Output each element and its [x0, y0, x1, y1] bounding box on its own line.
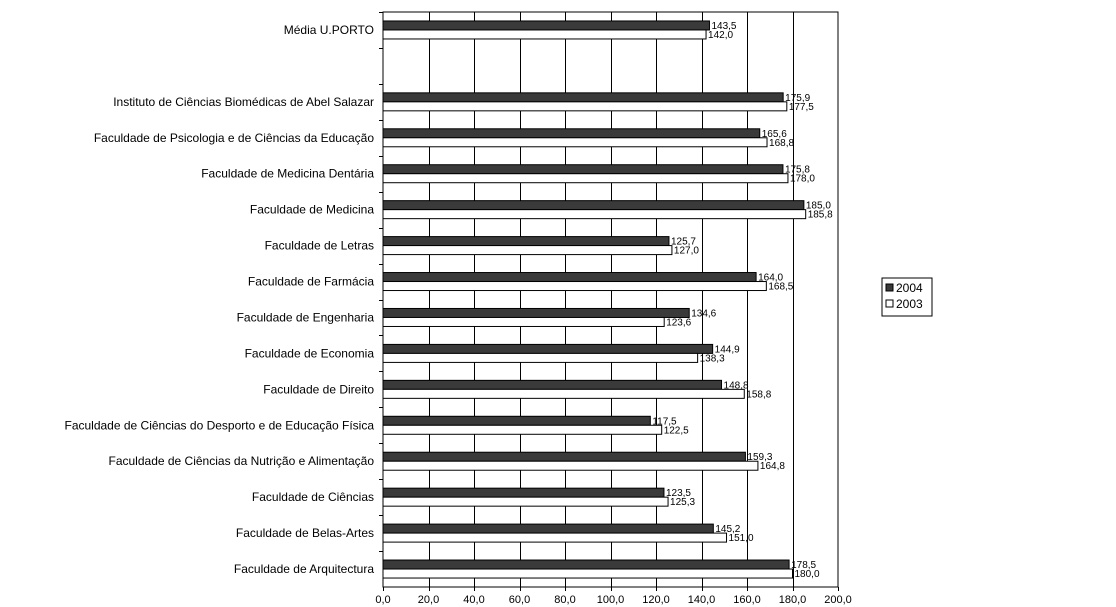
category-label: Faculdade de Direito	[263, 382, 374, 396]
bar-2004	[382, 128, 761, 139]
bar-2004	[382, 523, 714, 534]
x-tick-label: 20,0	[418, 594, 439, 606]
x-tick-label: 180,0	[779, 594, 807, 606]
bar-2004	[382, 559, 790, 570]
data-label-2003: 151,0	[729, 533, 754, 544]
bar-2003	[382, 460, 759, 471]
bar-2003	[382, 281, 767, 292]
data-label-2004: 144,9	[715, 344, 740, 355]
category-label: Faculdade de Arquitectura	[234, 562, 374, 576]
data-label-2003: 142,0	[708, 30, 733, 41]
bar-2003	[382, 568, 793, 579]
bar-2004	[382, 236, 670, 247]
data-label-2004: 164,0	[758, 273, 783, 284]
bar-2003	[382, 209, 807, 220]
category-label: Faculdade de Letras	[265, 239, 374, 253]
data-label-2003: 158,8	[746, 389, 771, 400]
bar-2003	[382, 496, 669, 507]
data-label-2004: 117,5	[652, 416, 677, 427]
bar-2003	[382, 29, 707, 40]
legend-swatch-2003	[885, 299, 894, 308]
data-label-2004: 178,5	[791, 560, 816, 571]
bar-2004	[382, 451, 746, 462]
data-label-2003: 125,3	[670, 497, 695, 508]
data-label-2003: 185,8	[808, 210, 833, 221]
bar-2003	[382, 532, 728, 543]
x-tick-label: 140,0	[688, 594, 716, 606]
data-label-2003: 127,0	[674, 246, 699, 257]
data-label-2004: 175,9	[785, 93, 810, 104]
category-label: Faculdade de Medicina Dentária	[201, 167, 374, 181]
bar-2003	[382, 316, 665, 327]
data-label-2003: 138,3	[700, 353, 725, 364]
legend: 2004 2003	[881, 277, 933, 317]
bar-2004	[382, 200, 805, 211]
category-label: Faculdade de Ciências	[252, 490, 374, 504]
x-tick-label: 60,0	[509, 594, 530, 606]
x-tick-label: 0,0	[375, 594, 390, 606]
x-tick-label: 40,0	[463, 594, 484, 606]
category-label: Faculdade de Economia	[245, 346, 375, 360]
data-label-2004: 134,6	[691, 308, 716, 319]
data-label-2004: 148,8	[724, 380, 749, 391]
legend-label-2004: 2004	[896, 281, 923, 295]
bar-2004	[382, 92, 784, 103]
data-label-2003: 168,8	[769, 138, 794, 149]
x-tick-label: 100,0	[597, 594, 625, 606]
category-label: Média U.PORTO	[284, 23, 374, 37]
data-label-2004: 175,8	[785, 165, 810, 176]
category-label: Faculdade de Ciências do Desporto e de E…	[64, 418, 374, 432]
bar-2003	[382, 245, 673, 256]
bar-2003	[382, 137, 768, 148]
bar-2004	[382, 343, 714, 354]
data-label-2003: 122,5	[664, 425, 689, 436]
bar-2003	[382, 352, 699, 363]
x-axis: 0,0 20,0 40,0 60,0 80,0 100,0 120,0 140,0 160,0 1…	[375, 12, 852, 606]
bar-2003	[382, 101, 788, 112]
legend-swatch-2004	[885, 283, 894, 292]
bar-2004	[382, 164, 784, 175]
category-label: Faculdade de Psicologia e de Ciências da…	[94, 131, 375, 145]
data-label-2004: 159,3	[747, 452, 772, 463]
data-label-2003: 178,0	[790, 174, 815, 185]
bar-2003	[382, 388, 745, 399]
data-label-2004: 123,5	[666, 488, 691, 499]
data-label-2004: 185,0	[806, 201, 831, 212]
data-label-2003: 168,5	[768, 282, 793, 293]
data-label-2003: 164,8	[760, 461, 785, 472]
data-label-2004: 125,7	[671, 237, 696, 248]
plot-border	[382, 11, 839, 588]
bar-2003	[382, 424, 663, 435]
bar-2004	[382, 20, 710, 31]
category-label: Faculdade de Farmácia	[248, 275, 374, 289]
x-tick-label: 80,0	[554, 594, 575, 606]
data-label-2003: 180,0	[795, 569, 820, 580]
x-tick-label: 200,0	[824, 594, 852, 606]
x-tick-label: 160,0	[733, 594, 761, 606]
category-label: Faculdade de Medicina	[250, 203, 374, 217]
x-tick-label: 120,0	[642, 594, 670, 606]
category-label: Instituto de Ciências Biomédicas de Abel…	[113, 95, 374, 109]
data-label-2004: 143,5	[711, 21, 736, 32]
bar-2004	[382, 307, 690, 318]
data-label-2004: 145,2	[715, 524, 740, 535]
data-label-2003: 123,6	[666, 317, 691, 328]
bar-2004	[382, 415, 651, 426]
legend-label-2003: 2003	[896, 297, 923, 311]
bar-2004	[382, 272, 757, 283]
category-labels: Média U.PORTO Instituto de Ciências Biomé…	[64, 23, 374, 576]
category-label: Faculdade de Engenharia	[237, 310, 375, 324]
category-label: Faculdade de Belas-Artes	[236, 526, 374, 540]
category-label: Faculdade de Ciências da Nutrição e Alim…	[109, 454, 375, 468]
data-label-2003: 177,5	[789, 102, 814, 113]
bar-2004	[382, 379, 723, 390]
bar-2004	[382, 487, 665, 498]
bar-2003	[382, 173, 789, 184]
data-label-2004: 165,6	[762, 129, 787, 140]
